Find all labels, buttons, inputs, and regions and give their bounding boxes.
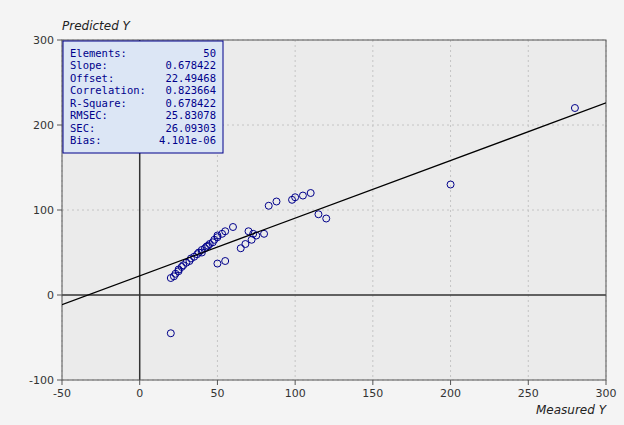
tick-label-x: 300 xyxy=(596,387,617,400)
stats-label: Elements: xyxy=(70,47,127,59)
grid-line-y xyxy=(62,294,606,296)
tick-x xyxy=(139,380,140,385)
tick-label-y: 0 xyxy=(47,289,54,302)
scatter-point xyxy=(265,202,272,209)
scatter-point xyxy=(219,230,226,237)
x-axis-label: Measured Y xyxy=(536,403,608,417)
scatter-point xyxy=(203,243,210,250)
scatter-point xyxy=(571,105,578,112)
stats-label: R-Square: xyxy=(70,97,127,109)
tick-y xyxy=(57,295,62,296)
tick-x xyxy=(606,380,607,385)
stats-label: SEC: xyxy=(70,122,95,134)
tick-x xyxy=(217,380,218,385)
scatter-point xyxy=(167,275,174,282)
tick-x xyxy=(450,380,451,385)
tick-y xyxy=(57,380,62,381)
stats-label: Offset: xyxy=(70,72,114,84)
tick-x xyxy=(528,380,529,385)
stats-label: RMSEC: xyxy=(70,109,108,121)
scatter-point xyxy=(307,190,314,197)
stats-value: 50 xyxy=(203,47,216,59)
scatter-point xyxy=(214,260,221,267)
scatter-point xyxy=(222,258,229,265)
tick-label-x: 150 xyxy=(362,387,383,400)
tick-label-x: 0 xyxy=(136,387,143,400)
grid-line-x xyxy=(295,40,296,380)
stats-label: Correlation: xyxy=(70,84,146,96)
stats-value: 4.101e-06 xyxy=(159,134,216,146)
tick-label-y: 300 xyxy=(33,34,54,47)
plot-frame xyxy=(62,40,606,380)
scatter-point xyxy=(273,198,280,205)
stats-value: 0.823664 xyxy=(165,84,216,96)
tick-x xyxy=(295,380,296,385)
tick-y xyxy=(57,210,62,211)
grid-line-x xyxy=(450,40,451,380)
background xyxy=(0,0,624,425)
chart: -50 0 50 100 150 200 250 300 -100 0 100 200 300 Measu… xyxy=(0,0,624,425)
tick-label-x: -50 xyxy=(53,387,71,400)
stats-label: Slope: xyxy=(70,59,108,71)
plot-area xyxy=(62,40,606,380)
axes: -50 0 50 100 150 200 250 300 -100 0 100 200 300 xyxy=(29,34,616,400)
stats-box-frame xyxy=(63,41,223,153)
tick-label-y: 200 xyxy=(33,119,54,132)
stats-value: 0.678422 xyxy=(165,59,216,71)
scatter-point xyxy=(289,196,296,203)
scatter-point xyxy=(237,245,244,252)
stats-value: 0.678422 xyxy=(165,97,216,109)
scatter-point xyxy=(315,211,322,218)
tick-x xyxy=(62,380,63,385)
scatter-point xyxy=(172,270,179,277)
tick-x xyxy=(372,380,373,385)
scatter-point xyxy=(242,241,249,248)
scatter-point xyxy=(180,262,187,269)
scatter-point xyxy=(167,330,174,337)
tick-label-x: 100 xyxy=(285,387,306,400)
grid-line-y xyxy=(62,210,606,211)
stats-box: Elements: 50 Slope: 0.678422 Offset: 22.49468… xyxy=(63,41,223,153)
tick-label-x: 200 xyxy=(440,387,461,400)
scatter-point xyxy=(299,192,306,199)
scatter-point xyxy=(447,181,454,188)
scatter-point xyxy=(211,236,218,243)
tick-y xyxy=(57,125,62,126)
tick-y xyxy=(57,40,62,41)
grid xyxy=(62,40,606,380)
stats-value: 22.49468 xyxy=(165,72,216,84)
stats-value: 25.83078 xyxy=(165,109,216,121)
y-axis-label: Predicted Y xyxy=(62,19,132,33)
tick-label-y: -100 xyxy=(29,374,54,387)
scatter-point xyxy=(261,230,268,237)
tick-label-y: 100 xyxy=(33,204,54,217)
tick-label-x: 50 xyxy=(210,387,224,400)
scatter-point xyxy=(248,236,255,243)
scatter-point xyxy=(323,215,330,222)
scatter-point xyxy=(229,224,236,231)
stats-label: Bias: xyxy=(70,134,102,146)
stats-value: 26.09303 xyxy=(165,122,216,134)
tick-label-x: 250 xyxy=(518,387,539,400)
